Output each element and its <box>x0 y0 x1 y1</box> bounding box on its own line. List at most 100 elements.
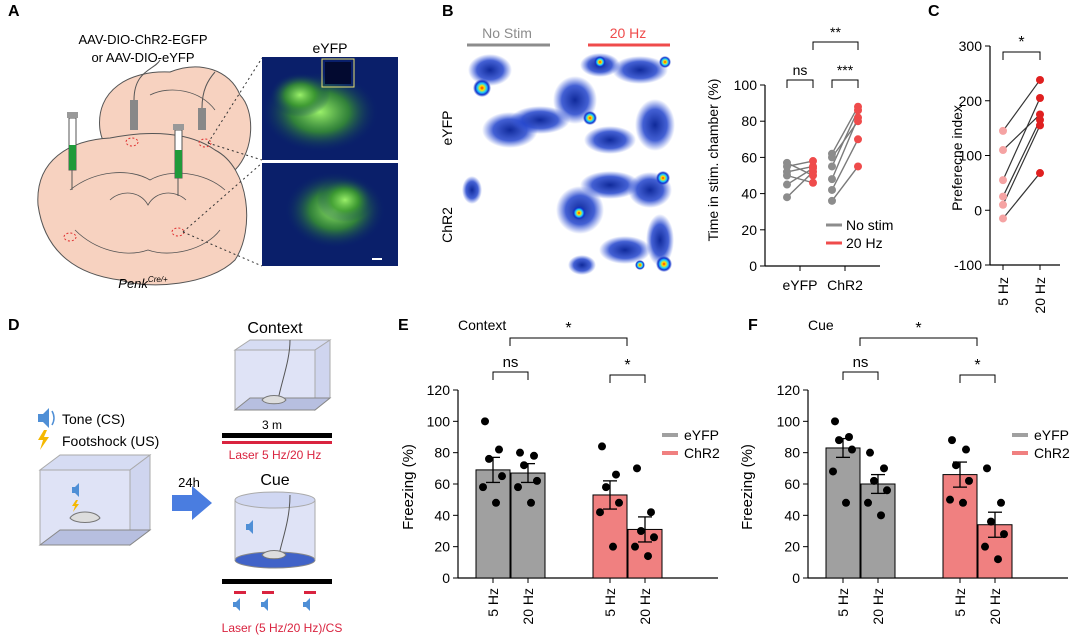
bar <box>825 447 861 579</box>
chart-e-title: Context <box>458 317 506 333</box>
lightning-icon <box>38 430 49 450</box>
data-point <box>959 498 967 507</box>
data-point <box>520 461 528 470</box>
data-point <box>530 451 538 460</box>
data-point-5hz <box>999 192 1007 201</box>
data-point-5hz <box>999 176 1007 185</box>
y-tick-label: -100 <box>954 257 982 273</box>
y-tick-label: 0 <box>442 570 450 586</box>
data-point <box>602 483 610 492</box>
data-point <box>495 445 503 454</box>
data-point-nostim <box>828 196 836 205</box>
data-point <box>481 417 489 426</box>
x-tick-label: 5 Hz <box>602 588 618 617</box>
chart-f-title: Cue <box>808 317 834 333</box>
syringe-icon <box>67 112 78 190</box>
chart-b-y-axis-label: Time in stim. chamber (%) <box>705 79 721 242</box>
data-point <box>946 495 954 504</box>
data-point <box>831 417 839 426</box>
x-tick-label: 20 Hz <box>520 588 536 625</box>
data-point <box>987 517 995 526</box>
data-point <box>609 542 617 551</box>
legend-swatch-eyfp <box>662 433 678 437</box>
tone-label: Tone (CS) <box>62 411 125 427</box>
data-point <box>650 533 658 542</box>
data-point-5hz <box>999 126 1007 135</box>
chart-c-preference-index: Preferecne index -100 0 100 200 300 5 Hz 20 Hz… <box>949 34 1060 314</box>
paired-line <box>1002 119 1041 197</box>
data-point-stim <box>854 102 862 111</box>
data-point <box>952 461 960 470</box>
speaker-icon <box>38 408 55 428</box>
legend-label-eyfp: eYFP <box>684 427 719 443</box>
context-duration: 3 m <box>262 418 282 432</box>
legend-label-chr2: ChR2 <box>1034 445 1070 461</box>
footshock-label: Footshock (US) <box>62 433 159 449</box>
panel-a-letter: A <box>8 3 20 20</box>
data-point <box>516 448 524 457</box>
y-tick-label: 60 <box>434 476 450 492</box>
significance-bracket <box>509 337 628 346</box>
conditioning-box <box>38 454 152 546</box>
chart-b-time-in-stim: Time in stim. chamber (%) 0 20 40 60 80 100 eY… <box>705 24 893 293</box>
x-tick-label: 5 Hz <box>835 588 851 617</box>
data-point <box>835 436 843 445</box>
significance-label: *** <box>837 62 854 78</box>
x-tick-label: 20 Hz <box>870 588 886 625</box>
context-box <box>233 339 332 412</box>
x-tick-label: eYFP <box>782 277 817 293</box>
data-point <box>848 445 856 454</box>
micrograph-label: eYFP <box>312 40 347 56</box>
data-point-stim <box>809 178 817 187</box>
data-point <box>514 483 522 492</box>
legend-label-chr2: ChR2 <box>684 445 720 461</box>
significance-bracket <box>831 79 859 88</box>
x-tick-label: 5 Hz <box>995 277 1011 306</box>
x-tick-label: 20 Hz <box>1032 277 1048 314</box>
data-point <box>498 472 506 481</box>
virus-label-2: or AAV-DIO-eYFP <box>91 50 194 65</box>
context-laser-label: Laser 5 Hz/20 Hz <box>229 448 322 462</box>
panel-e-letter: E <box>398 317 409 334</box>
paired-line <box>1002 79 1041 132</box>
significance-label: * <box>624 357 630 374</box>
panel-d-letter: D <box>8 317 20 334</box>
cue-laser-label: Laser (5 Hz/20 Hz)/CS <box>222 621 343 635</box>
data-point-nostim <box>828 153 836 162</box>
legend-swatch-eyfp <box>1012 433 1028 437</box>
legend-label-eyfp: eYFP <box>1034 427 1069 443</box>
paired-line <box>831 106 859 155</box>
row-label-eyfp: eYFP <box>439 110 455 145</box>
data-point <box>533 476 541 485</box>
data-point <box>962 445 970 454</box>
data-point-20hz <box>1036 94 1044 103</box>
significance-label: ** <box>830 24 841 40</box>
y-tick-label: 100 <box>427 413 451 429</box>
significance-label: * <box>1018 34 1024 51</box>
data-point-stim <box>809 171 817 180</box>
bar <box>860 483 896 579</box>
data-point <box>842 498 850 507</box>
y-tick-label: 20 <box>434 539 450 555</box>
data-point <box>948 436 956 445</box>
data-point <box>845 433 853 441</box>
y-tick-label: 100 <box>959 148 983 164</box>
data-point <box>877 511 885 520</box>
significance-label: ns <box>793 62 808 78</box>
panel-c-letter-group: C <box>928 3 940 20</box>
significance-bracket <box>859 337 978 346</box>
data-point-nostim <box>828 162 836 171</box>
data-point-nostim <box>783 193 791 202</box>
paired-line <box>1002 172 1041 219</box>
data-point <box>633 464 641 473</box>
x-tick-label: 20 Hz <box>637 588 653 625</box>
data-point-nostim <box>828 175 836 184</box>
data-point <box>637 527 645 535</box>
y-tick-label: 60 <box>784 476 800 492</box>
significance-bracket <box>786 79 814 88</box>
data-point <box>965 476 973 485</box>
cue-cylinder <box>234 491 316 569</box>
significance-label: * <box>974 357 980 374</box>
data-point <box>485 454 493 463</box>
panel-c-letter: C <box>928 3 940 20</box>
